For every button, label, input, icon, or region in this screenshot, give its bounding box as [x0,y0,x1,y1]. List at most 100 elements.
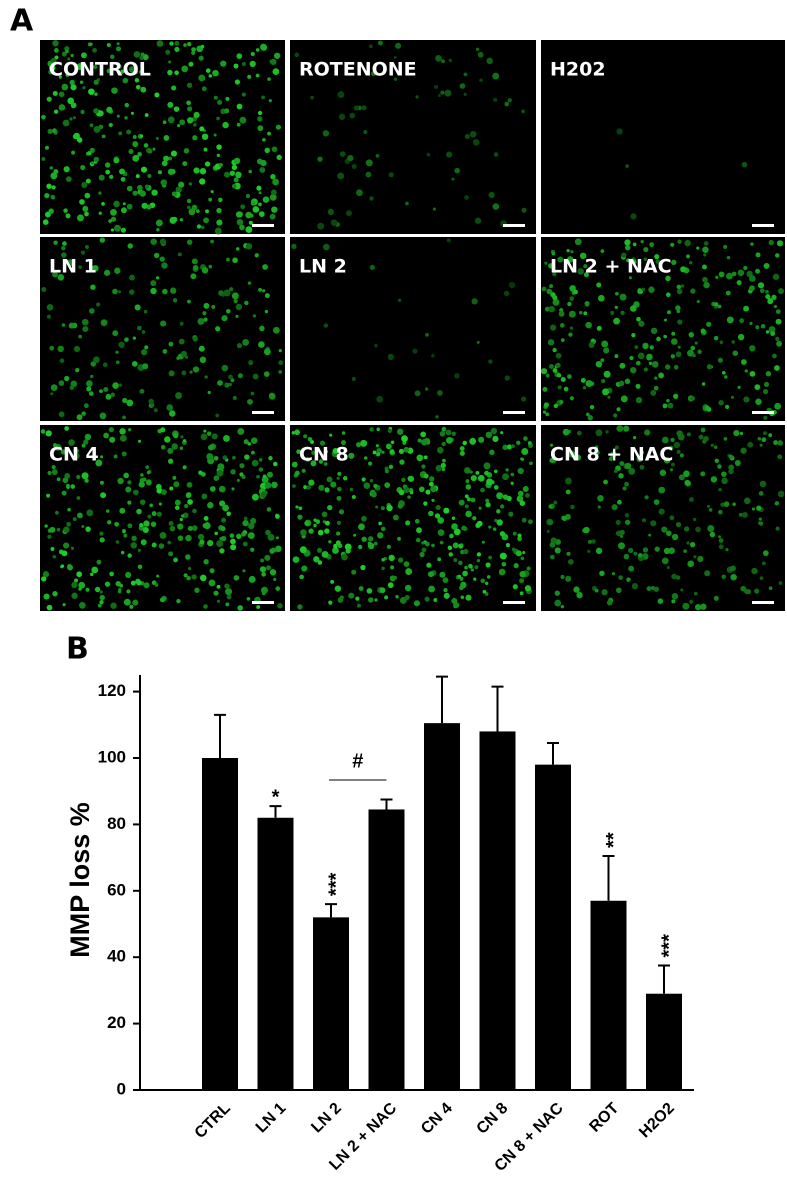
cell [646,353,653,361]
cell [267,533,275,541]
cell [63,166,70,173]
cell [758,491,764,496]
cell [46,183,52,189]
cell [414,390,421,397]
cell [105,393,112,400]
cell [245,243,253,250]
cell [505,543,510,548]
cell [323,462,328,466]
cell [437,446,444,454]
cell [655,259,661,264]
cell [710,476,718,483]
cell [676,449,681,454]
cell [775,526,780,531]
cell [749,275,756,282]
cell [61,245,66,251]
cell [552,295,558,301]
cell [129,604,134,609]
cell [692,353,696,358]
cell [512,531,517,536]
cell [464,565,468,570]
cell [327,208,335,216]
cell [255,48,260,52]
cell [62,119,70,127]
cell [463,92,467,96]
cell [313,523,317,528]
cell [591,539,596,544]
cell [775,253,780,258]
cell [44,524,48,528]
cell [548,504,553,509]
cell [556,373,562,378]
bracket-label: # [352,750,363,772]
cell [188,182,193,186]
cell [230,469,236,475]
cell [635,396,643,404]
cell [401,477,406,483]
cell [151,542,157,548]
cell [106,106,113,113]
cell [501,561,507,567]
cell [673,393,679,399]
x-tick-label: ROT [586,1100,622,1136]
cell [673,364,679,370]
cell [476,340,480,344]
cell [278,349,282,353]
cell [66,483,70,488]
cell [224,382,228,387]
cell [50,546,55,551]
cell [269,548,275,554]
cell [328,540,332,544]
cell [61,51,67,57]
cell [84,245,89,249]
error-bar [602,854,615,901]
cell [250,201,256,206]
cell [489,449,495,456]
cell [689,599,694,604]
cell [198,470,203,475]
cell [749,285,755,292]
cell [239,463,245,469]
cell [668,547,675,554]
cell [140,349,148,356]
cell [201,493,208,500]
cell [480,578,486,584]
cell [425,489,431,495]
cell [558,310,565,317]
cell [102,362,108,368]
cell [380,506,385,511]
cell [763,262,770,269]
cell [78,581,86,589]
cell [468,563,473,569]
cell [357,603,361,608]
cell [775,336,780,342]
cell [63,526,70,533]
cell [191,525,198,531]
significance-label: ** [603,832,625,848]
cell [557,256,564,263]
cell [595,429,603,437]
cell [358,544,363,550]
cell [97,603,102,608]
cell [243,516,248,521]
cell [773,304,778,309]
cell [99,531,104,536]
cell [568,310,576,318]
cell [77,512,83,519]
cell [628,467,636,475]
cell [453,558,458,563]
cell [485,562,491,568]
cell [353,533,357,537]
cell [519,500,526,506]
cell [637,288,644,295]
cell [405,201,409,206]
cell [158,543,165,549]
cell [228,382,233,387]
cell [182,161,188,167]
cell [496,509,501,514]
cell [323,323,329,328]
bar [313,917,349,1090]
cell [167,101,174,108]
cell [237,605,243,611]
